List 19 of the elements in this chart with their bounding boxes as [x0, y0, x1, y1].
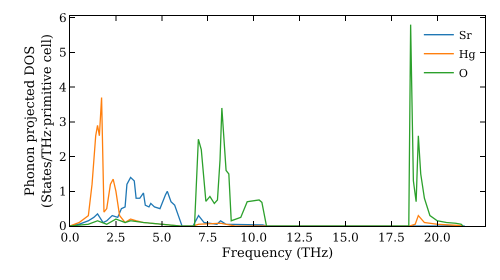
x-tick-label: 10.0 [240, 230, 267, 244]
x-tick-label: 5.0 [152, 230, 172, 244]
y-tick-label: 5 [58, 46, 67, 60]
x-tick-label: 2.5 [106, 230, 126, 244]
y-axis-title: Phonon projected DOS (States/THz·primitive cell) [23, 34, 55, 208]
x-tick-label: 7.5 [198, 230, 218, 244]
legend-label: O [458, 66, 468, 80]
y-tick-label: 2 [58, 150, 67, 164]
x-tick-label: 17.5 [378, 230, 405, 244]
legend-label: Sr [458, 28, 472, 42]
x-tick-label: 12.5 [286, 230, 313, 244]
legend-label: Hg [458, 48, 476, 61]
x-axis-title: Frequency (THz) [222, 246, 334, 261]
y-tick-label: 1 [58, 184, 67, 198]
y-tick-label: 3 [58, 115, 67, 130]
x-tick-label: 15.0 [332, 230, 359, 244]
x-tick-label: 20.0 [424, 230, 451, 244]
y-tick-label: 4 [58, 80, 67, 94]
y-tick-label: 6 [58, 10, 67, 25]
